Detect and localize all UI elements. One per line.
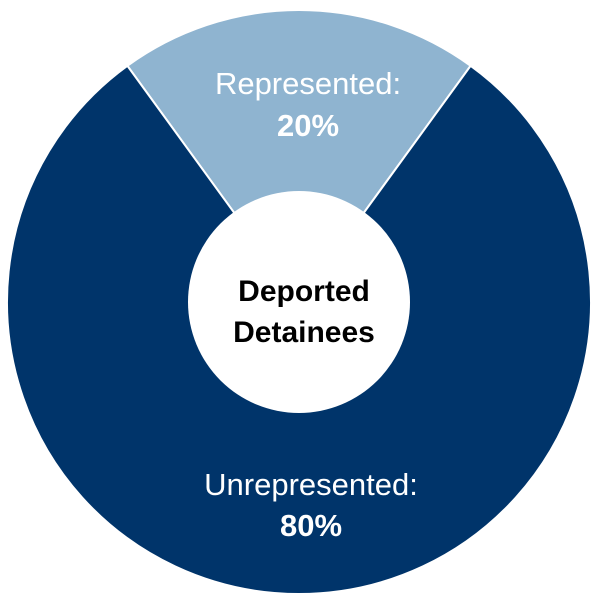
slice-value-unrepresented: 80% [280,508,342,543]
center-label-line-2: Detainees [233,316,375,349]
slice-label-unrepresented: Unrepresented: [204,467,418,502]
pie-slice-represented [125,9,473,304]
center-label-line-1: Deported [238,275,370,308]
center-hole [188,191,410,413]
slice-value-represented: 20% [277,108,339,143]
slice-label-represented: Represented: [215,66,401,101]
labels-layer: Represented: 20% Unrepresented: 80% [204,66,418,543]
